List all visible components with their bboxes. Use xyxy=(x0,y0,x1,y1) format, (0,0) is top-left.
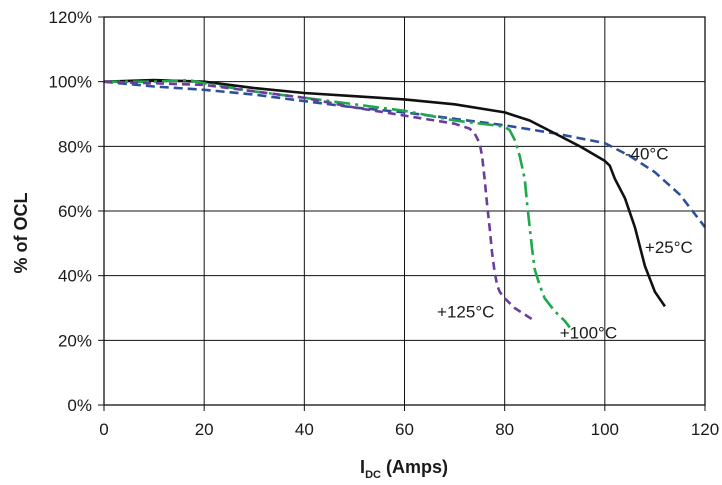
y-tick-label: 100% xyxy=(49,73,92,92)
series-line xyxy=(104,78,571,329)
series-line xyxy=(103,80,707,228)
x-axis-title-unit: (Amps) xyxy=(381,457,448,477)
x-tick-label: 20 xyxy=(195,420,214,439)
grid-layer xyxy=(103,16,706,406)
series-line xyxy=(103,78,666,308)
y-tick-label: 60% xyxy=(58,202,92,221)
series-line xyxy=(103,80,536,322)
x-tick-label: 40 xyxy=(295,420,314,439)
y-axis-title: % of OCL xyxy=(11,193,31,274)
curve-labels: -40°C +25°C +125°C +100°C xyxy=(437,144,693,342)
x-tick-label: 80 xyxy=(495,420,514,439)
curve-label: -40°C xyxy=(625,144,669,163)
x-axis-title-subscript: DC xyxy=(365,469,381,481)
curve-label: +100°C xyxy=(560,324,617,343)
x-tick-label: 100 xyxy=(591,420,619,439)
tick-labels: 0 20 40 60 80 100 120 0% 20% 40% 60% 80% 100% 120% xyxy=(49,8,720,439)
x-tick-label: 120 xyxy=(691,420,719,439)
y-tick-label: 80% xyxy=(58,137,92,156)
x-tick-label: 0 xyxy=(99,420,108,439)
x-axis-title: IDC (Amps) xyxy=(360,457,448,481)
y-tick-label: 120% xyxy=(49,8,92,27)
x-axis-title-main: I xyxy=(360,457,365,477)
curve-label: +125°C xyxy=(437,303,494,322)
y-tick-label: 0% xyxy=(67,396,92,415)
y-tick-label: 20% xyxy=(58,331,92,350)
series-layer xyxy=(103,78,707,329)
x-tick-label: 60 xyxy=(395,420,414,439)
y-tick-label: 40% xyxy=(58,267,92,286)
curve-label: +25°C xyxy=(645,238,693,257)
